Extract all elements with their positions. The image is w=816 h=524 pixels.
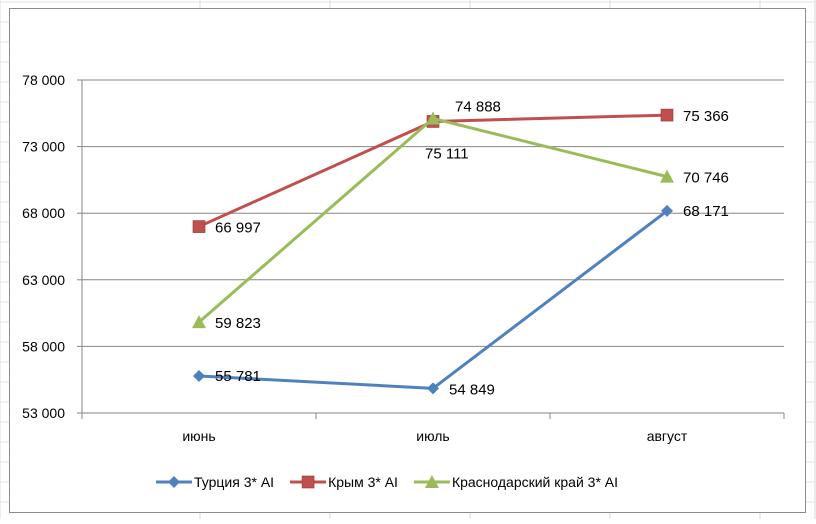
data-point-marker[interactable] — [661, 204, 673, 217]
data-point-marker[interactable] — [660, 108, 674, 122]
data-point-marker[interactable] — [192, 220, 206, 233]
y-axis-tick-labels: 53 000 58 000 63 000 68 000 73 000 78 000 — [22, 72, 65, 421]
y-axis-tick-label: 53 000 — [22, 405, 65, 421]
legend[interactable]: Турция 3* AI Крым 3* AI Краснодарский край… — [156, 474, 618, 490]
series-line-2[interactable] — [198, 113, 668, 228]
axes — [77, 79, 785, 419]
data-label: 70 746 — [683, 170, 729, 187]
legend-marker[interactable] — [301, 475, 315, 489]
data-label: 66 997 — [215, 220, 261, 237]
data-label: 75 111 — [425, 145, 469, 162]
data-point-marker[interactable] — [660, 169, 674, 183]
series-line-1[interactable] — [198, 209, 668, 390]
legend-entry-label: Краснодарский край 3* AI — [452, 474, 618, 490]
x-axis-tick-label: июль — [416, 428, 449, 444]
y-axis-tick-label: 78 000 — [22, 72, 65, 88]
data-point-marker[interactable] — [193, 369, 205, 382]
x-axis-tick-label: август — [647, 428, 688, 444]
data-label: 59 823 — [215, 315, 261, 332]
data-label: 54 849 — [449, 381, 495, 398]
data-label: 55 781 — [215, 368, 261, 385]
y-axis-tick-label: 58 000 — [22, 338, 65, 354]
data-label: 68 171 — [683, 203, 729, 220]
data-label: 74 888 — [455, 98, 501, 115]
legend-marker[interactable] — [424, 475, 439, 488]
data-labels: 55 781 54 849 68 171 66 997 74 888 75 366 59 8… — [215, 98, 729, 398]
data-point-marker[interactable] — [426, 111, 440, 125]
data-point-marker[interactable] — [427, 382, 439, 395]
legend-entry-label: Турция 3* AI — [194, 474, 274, 490]
y-axis-tick-label: 63 000 — [22, 272, 65, 288]
data-point-marker[interactable] — [192, 315, 206, 329]
legend-marker[interactable] — [168, 476, 180, 488]
series-group — [192, 108, 674, 395]
chart-area[interactable] — [9, 8, 806, 513]
legend-entry-label: Крым 3* AI — [328, 474, 398, 490]
x-axis-tick-label: июнь — [182, 428, 215, 444]
y-axis-tick-label: 68 000 — [22, 205, 65, 221]
data-label: 75 366 — [683, 108, 729, 125]
x-axis-tick-labels: июнь июль август — [182, 428, 688, 444]
y-axis-tick-label: 73 000 — [22, 139, 65, 155]
